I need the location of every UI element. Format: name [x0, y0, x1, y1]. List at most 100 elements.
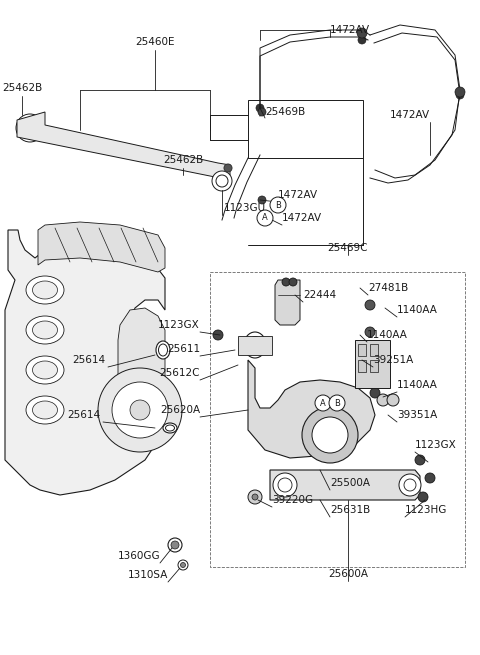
- Text: 1123GX: 1123GX: [158, 320, 200, 330]
- Ellipse shape: [158, 344, 168, 356]
- Text: 25614: 25614: [72, 355, 105, 365]
- Ellipse shape: [248, 337, 262, 354]
- Circle shape: [365, 300, 375, 310]
- Text: 1472AV: 1472AV: [282, 213, 322, 223]
- Text: 22444: 22444: [303, 290, 336, 300]
- Text: B: B: [334, 398, 340, 407]
- Circle shape: [252, 494, 258, 500]
- Text: 25469C: 25469C: [328, 243, 368, 253]
- Bar: [355, 340, 390, 388]
- Circle shape: [415, 455, 425, 465]
- Polygon shape: [275, 280, 300, 325]
- Text: 1472AV: 1472AV: [390, 110, 430, 120]
- Circle shape: [418, 492, 428, 502]
- Circle shape: [456, 91, 464, 99]
- Text: 1310SA: 1310SA: [128, 570, 168, 580]
- Ellipse shape: [33, 281, 58, 299]
- Circle shape: [270, 197, 286, 213]
- Text: A: A: [320, 398, 326, 407]
- Circle shape: [278, 478, 292, 492]
- Circle shape: [212, 171, 232, 191]
- Circle shape: [178, 560, 188, 570]
- Circle shape: [130, 400, 150, 420]
- Ellipse shape: [26, 396, 64, 424]
- Text: 1123GU: 1123GU: [224, 203, 266, 213]
- Text: 25631B: 25631B: [330, 505, 370, 515]
- Bar: [248, 100, 363, 158]
- Circle shape: [224, 164, 232, 172]
- Circle shape: [404, 479, 416, 491]
- Text: 1123HG: 1123HG: [405, 505, 447, 515]
- Circle shape: [248, 490, 262, 504]
- Circle shape: [289, 278, 297, 286]
- Bar: [370, 344, 378, 356]
- Circle shape: [358, 36, 366, 44]
- Circle shape: [357, 28, 367, 38]
- Text: 1140AA: 1140AA: [397, 380, 438, 390]
- Circle shape: [16, 114, 44, 142]
- Text: A: A: [262, 214, 268, 223]
- Polygon shape: [17, 112, 230, 178]
- Circle shape: [315, 395, 331, 411]
- Ellipse shape: [26, 276, 64, 304]
- Text: 25462B: 25462B: [2, 83, 42, 93]
- Bar: [210, 272, 465, 567]
- Polygon shape: [5, 230, 165, 495]
- Polygon shape: [238, 336, 272, 355]
- Circle shape: [425, 473, 435, 483]
- Circle shape: [180, 563, 185, 567]
- Circle shape: [302, 407, 358, 463]
- Circle shape: [312, 417, 348, 453]
- Text: B: B: [275, 200, 281, 210]
- Circle shape: [370, 388, 380, 398]
- Circle shape: [377, 394, 389, 406]
- Text: 25500A: 25500A: [330, 478, 370, 488]
- Text: 25462B: 25462B: [163, 155, 203, 165]
- Text: 1140AA: 1140AA: [367, 330, 408, 340]
- Text: 39351A: 39351A: [397, 410, 437, 420]
- Circle shape: [258, 196, 266, 204]
- Ellipse shape: [33, 321, 58, 339]
- Ellipse shape: [166, 425, 175, 431]
- Circle shape: [273, 473, 297, 497]
- Ellipse shape: [26, 356, 64, 384]
- Circle shape: [399, 474, 421, 496]
- Text: 39251A: 39251A: [373, 355, 413, 365]
- Circle shape: [21, 119, 39, 137]
- Text: 25612C: 25612C: [159, 368, 200, 378]
- Text: 1360GG: 1360GG: [118, 551, 160, 561]
- Text: 25614: 25614: [67, 410, 100, 420]
- Ellipse shape: [33, 401, 58, 419]
- Ellipse shape: [163, 423, 177, 433]
- Polygon shape: [38, 222, 165, 272]
- Circle shape: [168, 538, 182, 552]
- Circle shape: [98, 368, 182, 452]
- Text: 1472AV: 1472AV: [278, 190, 318, 200]
- Circle shape: [282, 278, 290, 286]
- Circle shape: [216, 175, 228, 187]
- Circle shape: [387, 394, 399, 406]
- Text: 25460E: 25460E: [135, 37, 175, 47]
- Circle shape: [329, 395, 345, 411]
- Polygon shape: [248, 360, 375, 458]
- Text: 25600A: 25600A: [328, 569, 368, 579]
- Text: 27481B: 27481B: [368, 283, 408, 293]
- Text: 25469B: 25469B: [265, 107, 305, 117]
- Ellipse shape: [33, 361, 58, 379]
- Text: 25611: 25611: [167, 344, 200, 354]
- Text: 1123GX: 1123GX: [415, 440, 457, 450]
- Circle shape: [365, 327, 375, 337]
- Bar: [358, 344, 366, 356]
- Circle shape: [213, 330, 223, 340]
- Circle shape: [256, 104, 264, 112]
- Bar: [358, 360, 366, 372]
- Ellipse shape: [26, 316, 64, 344]
- Polygon shape: [118, 308, 165, 445]
- Text: 1472AV: 1472AV: [330, 25, 370, 35]
- Text: 25620A: 25620A: [160, 405, 200, 415]
- Ellipse shape: [244, 332, 266, 358]
- Polygon shape: [270, 470, 420, 500]
- Text: 1140AA: 1140AA: [397, 305, 438, 315]
- Circle shape: [455, 87, 465, 97]
- Bar: [370, 360, 378, 372]
